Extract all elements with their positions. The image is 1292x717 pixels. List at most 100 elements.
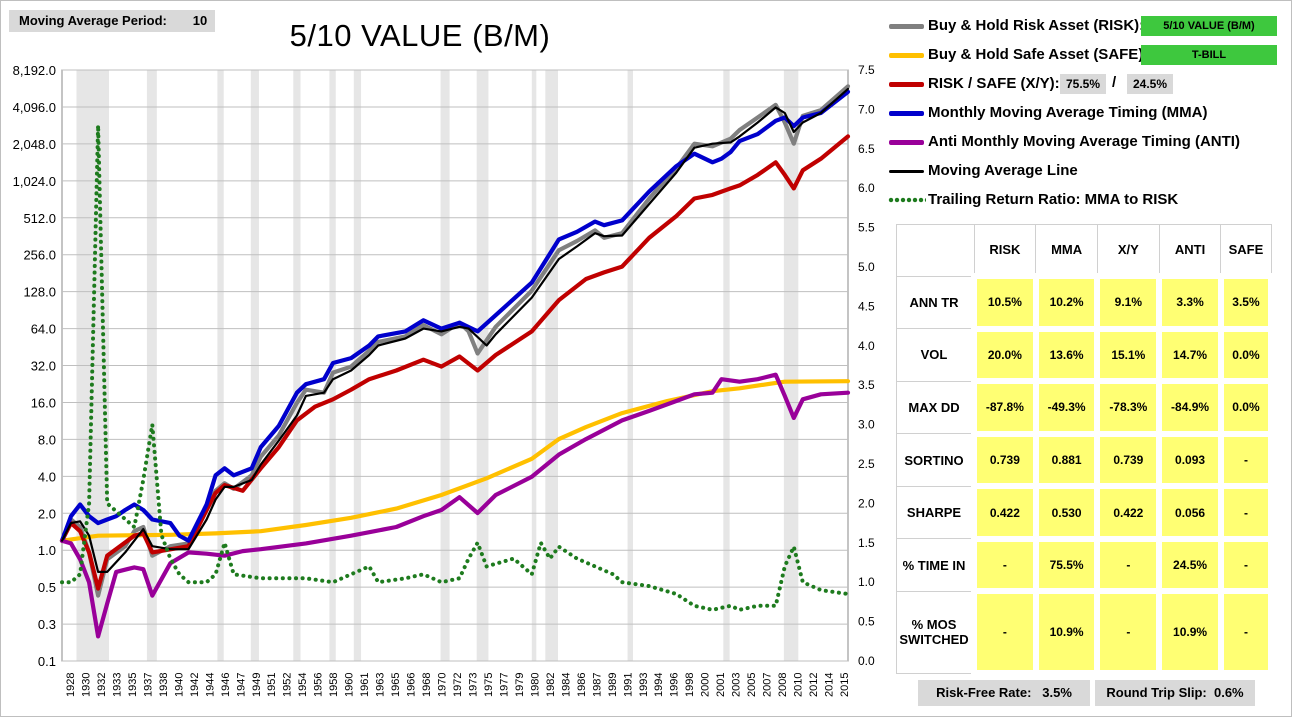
x-tick-label: 1987: [591, 673, 603, 697]
stats-table: RISK MMA X/Y ANTI SAFE ANN TR 10.5% 10.2…: [896, 224, 1275, 676]
stats-cell: 10.9%: [1156, 588, 1224, 676]
series-line-mma: [59, 89, 851, 543]
x-tick-label: 1968: [421, 673, 433, 697]
y-tick-label: 128.0: [23, 285, 56, 300]
stats-cell: -: [1094, 588, 1163, 676]
round-trip-slip-value: 0.6%: [1213, 685, 1244, 700]
stats-row-label: % MOS SWITCHED: [896, 590, 975, 674]
stats-row-label: SORTINO: [896, 433, 975, 487]
x-tick-label: 1961: [359, 673, 371, 697]
x-tick-label: 1960: [344, 673, 356, 697]
legend-swatch-mma: [889, 111, 924, 116]
y2-tick-label: 4.5: [858, 299, 875, 313]
chart-area: 8,192.0 4,096.0 2,048.0 1,024.0 512.0 256.0 12…: [13, 63, 875, 697]
stats-cell: 0.0%: [1217, 378, 1275, 437]
stats-cell: -84.9%: [1156, 378, 1224, 437]
stats-cell: -: [1217, 483, 1275, 542]
stats-row-max-dd: MAX DD -87.8% -49.3% -78.3% -84.9% 0.0%: [896, 378, 1275, 437]
y2-tick-label: 6.0: [858, 181, 875, 195]
x-tick-label: 2008: [777, 673, 789, 697]
stats-cell: 0.422: [971, 483, 1039, 542]
stats-cell: 0.422: [1094, 483, 1163, 542]
y-tick-label: 4.0: [38, 469, 56, 484]
y2-tick-label: 3.0: [858, 418, 875, 432]
legend-label-trailing-ratio: Trailing Return Ratio: MMA to RISK: [928, 191, 1179, 208]
legend-item-safe: Buy & Hold Safe Asset (SAFE): T-BILL: [884, 43, 1284, 67]
series-line-anti: [59, 372, 851, 639]
stats-cell: -: [971, 535, 1039, 595]
risk-free-rate-box[interactable]: Risk-Free Rate: 3.5%: [918, 680, 1090, 706]
safe-pct-field[interactable]: 24.5%: [1127, 74, 1173, 94]
x-tick-label: 1958: [328, 673, 340, 697]
x-tick-label: 1980: [529, 673, 541, 697]
stats-row-ann-tr: ANN TR 10.5% 10.2% 9.1% 3.3% 3.5%: [896, 273, 1275, 332]
stats-header-mma: MMA: [1035, 224, 1098, 277]
y2-tick-label: 0.5: [858, 615, 875, 629]
y-tick-label: 64.0: [31, 322, 56, 337]
stats-cell: -: [1217, 430, 1275, 490]
stats-cell: 0.056: [1156, 483, 1224, 542]
x-tick-label: 2007: [762, 673, 774, 697]
safe-asset-chip[interactable]: T-BILL: [1141, 45, 1277, 65]
stats-cell: 14.7%: [1156, 325, 1224, 385]
stats-row-label: SHARPE: [896, 485, 975, 540]
stats-cell: 75.5%: [1032, 535, 1101, 595]
stats-row-vol: VOL 20.0% 13.6% 15.1% 14.7% 0.0%: [896, 325, 1275, 385]
x-tick-label: 1954: [297, 673, 309, 697]
x-tick-label: 1928: [65, 673, 77, 697]
round-trip-slip-box[interactable]: Round Trip Slip: 0.6%: [1095, 680, 1255, 706]
series-line-trailing-return-ratio: [60, 123, 850, 612]
risk-asset-chip[interactable]: 5/10 VALUE (B/M): [1141, 16, 1277, 36]
stats-cell: 0.881: [1032, 430, 1101, 490]
y-tick-label: 32.0: [31, 359, 56, 374]
legend-label-safe: Buy & Hold Safe Asset (SAFE):: [928, 46, 1149, 63]
stats-cell: -87.8%: [971, 378, 1039, 437]
series-line-safe: [59, 379, 851, 543]
legend-item-trailing-ratio: Trailing Return Ratio: MMA to RISK: [884, 188, 1284, 212]
moving-average-period-box[interactable]: Moving Average Period: 10: [9, 10, 215, 32]
x-tick-label: 1970: [437, 673, 449, 697]
x-tick-label: 1930: [80, 673, 92, 697]
y2-tick-label: 2.5: [858, 457, 875, 471]
y-tick-label: 8.0: [38, 432, 56, 447]
stats-cell: 0.739: [971, 430, 1039, 490]
x-tick-label: 1977: [498, 673, 510, 697]
legend-label-anti: Anti Monthly Moving Average Timing (ANTI…: [928, 133, 1240, 150]
stats-row-sharpe: SHARPE 0.422 0.530 0.422 0.056 -: [896, 483, 1275, 542]
y2-tick-label: 7.5: [858, 63, 875, 77]
stats-cell: 0.739: [1094, 430, 1163, 490]
x-tick-label: 1951: [266, 673, 278, 697]
round-trip-slip-label: Round Trip Slip:: [1106, 685, 1207, 700]
x-tick-label: 1986: [576, 673, 588, 697]
risk-pct-field[interactable]: 75.5%: [1060, 74, 1106, 94]
stats-header-row: RISK MMA X/Y ANTI SAFE: [896, 224, 1272, 277]
stats-cell: 10.9%: [1032, 588, 1101, 676]
moving-average-period-value[interactable]: 10: [192, 13, 208, 28]
y-tick-label: 0.5: [38, 580, 56, 595]
y2-tick-label: 7.0: [858, 102, 875, 116]
y2-tick-label: 5.5: [858, 221, 875, 235]
legend-label-xy: RISK / SAFE (X/Y):: [928, 75, 1060, 92]
x-tick-label: 1944: [204, 673, 216, 697]
stats-cell: 15.1%: [1094, 325, 1163, 385]
chart-title: 5/10 VALUE (B/M): [289, 18, 551, 53]
stats-row-label: % TIME IN: [896, 538, 975, 592]
x-tick-label: 1965: [390, 673, 402, 697]
stats-cell: 24.5%: [1156, 535, 1224, 595]
legend-swatch-safe: [889, 53, 924, 58]
x-tick-label: 2001: [715, 673, 727, 697]
legend-item-risk: Buy & Hold Risk Asset (RISK): 5/10 VALUE…: [884, 14, 1284, 38]
pct-separator: /: [1112, 74, 1117, 91]
y2-tick-label: 1.0: [858, 575, 875, 589]
stats-cell: -78.3%: [1094, 378, 1163, 437]
x-tick-label: 2003: [731, 673, 743, 697]
x-tick-label: 1956: [313, 673, 325, 697]
y2-tick-label: 6.5: [858, 142, 875, 156]
legend-swatch-anti: [889, 140, 924, 145]
x-tick-label: 1952: [282, 673, 294, 697]
stats-cell: 13.6%: [1032, 325, 1101, 385]
x-tick-label: 1973: [467, 673, 479, 697]
y2-tick-label: 2.0: [858, 496, 875, 510]
stats-row-label: MAX DD: [896, 380, 975, 435]
y2-tick-label: 0.0: [858, 654, 875, 668]
